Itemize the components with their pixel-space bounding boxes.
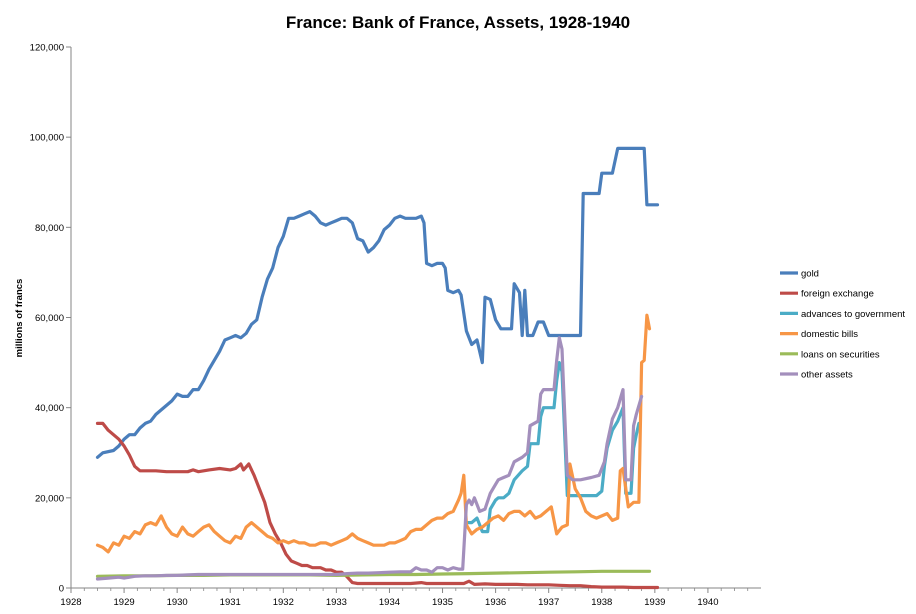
y-tick-label: 0 [59,584,64,595]
y-tick-label: 100,000 [30,133,64,144]
x-tick-label: 1939 [644,597,665,608]
y-tick-label: 60,000 [35,313,64,324]
x-tick-label: 1928 [60,597,81,608]
x-tick-label: 1938 [591,597,612,608]
axes: 0 20,000 40,000 60,000 80,000 100,000 120,000 1… [30,43,761,608]
legend-label-foreign-exchange: foreign exchange [801,289,874,300]
legend: gold foreign exchange advances to governme… [780,269,905,381]
y-tick-label: 40,000 [35,403,64,414]
x-tick-label: 1936 [485,597,506,608]
x-tick-label: 1932 [273,597,294,608]
legend-label-other-assets: other assets [801,370,853,381]
x-tick-label: 1934 [379,597,400,608]
legend-label-gold: gold [801,269,819,280]
x-tick-label: 1940 [697,597,718,608]
legend-label-loans-on-securities: loans on securities [801,349,880,360]
series-line-domestic-bills [95,313,652,554]
series-line-advances-to-government [464,361,641,534]
series-line-gold [95,146,660,459]
y-tick-label: 80,000 [35,223,64,234]
series-line-other-assets [95,336,644,581]
y-tick-label: 120,000 [30,43,64,54]
series-line-foreign-exchange [95,421,660,590]
y-tick-label: 20,000 [35,493,64,504]
x-tick-label: 1933 [326,597,347,608]
x-tick-label: 1930 [167,597,188,608]
legend-label-domestic-bills: domestic bills [801,329,858,340]
chart-title: France: Bank of France, Assets, 1928-194… [286,13,630,32]
plot-lines [95,146,660,590]
x-tick-label: 1931 [220,597,241,608]
y-axis-title: millions of francs [14,279,25,358]
x-tick-label: 1929 [114,597,135,608]
legend-label-advances-to-government: advances to government [801,309,905,320]
x-tick-label: 1935 [432,597,453,608]
x-tick-label: 1937 [538,597,559,608]
